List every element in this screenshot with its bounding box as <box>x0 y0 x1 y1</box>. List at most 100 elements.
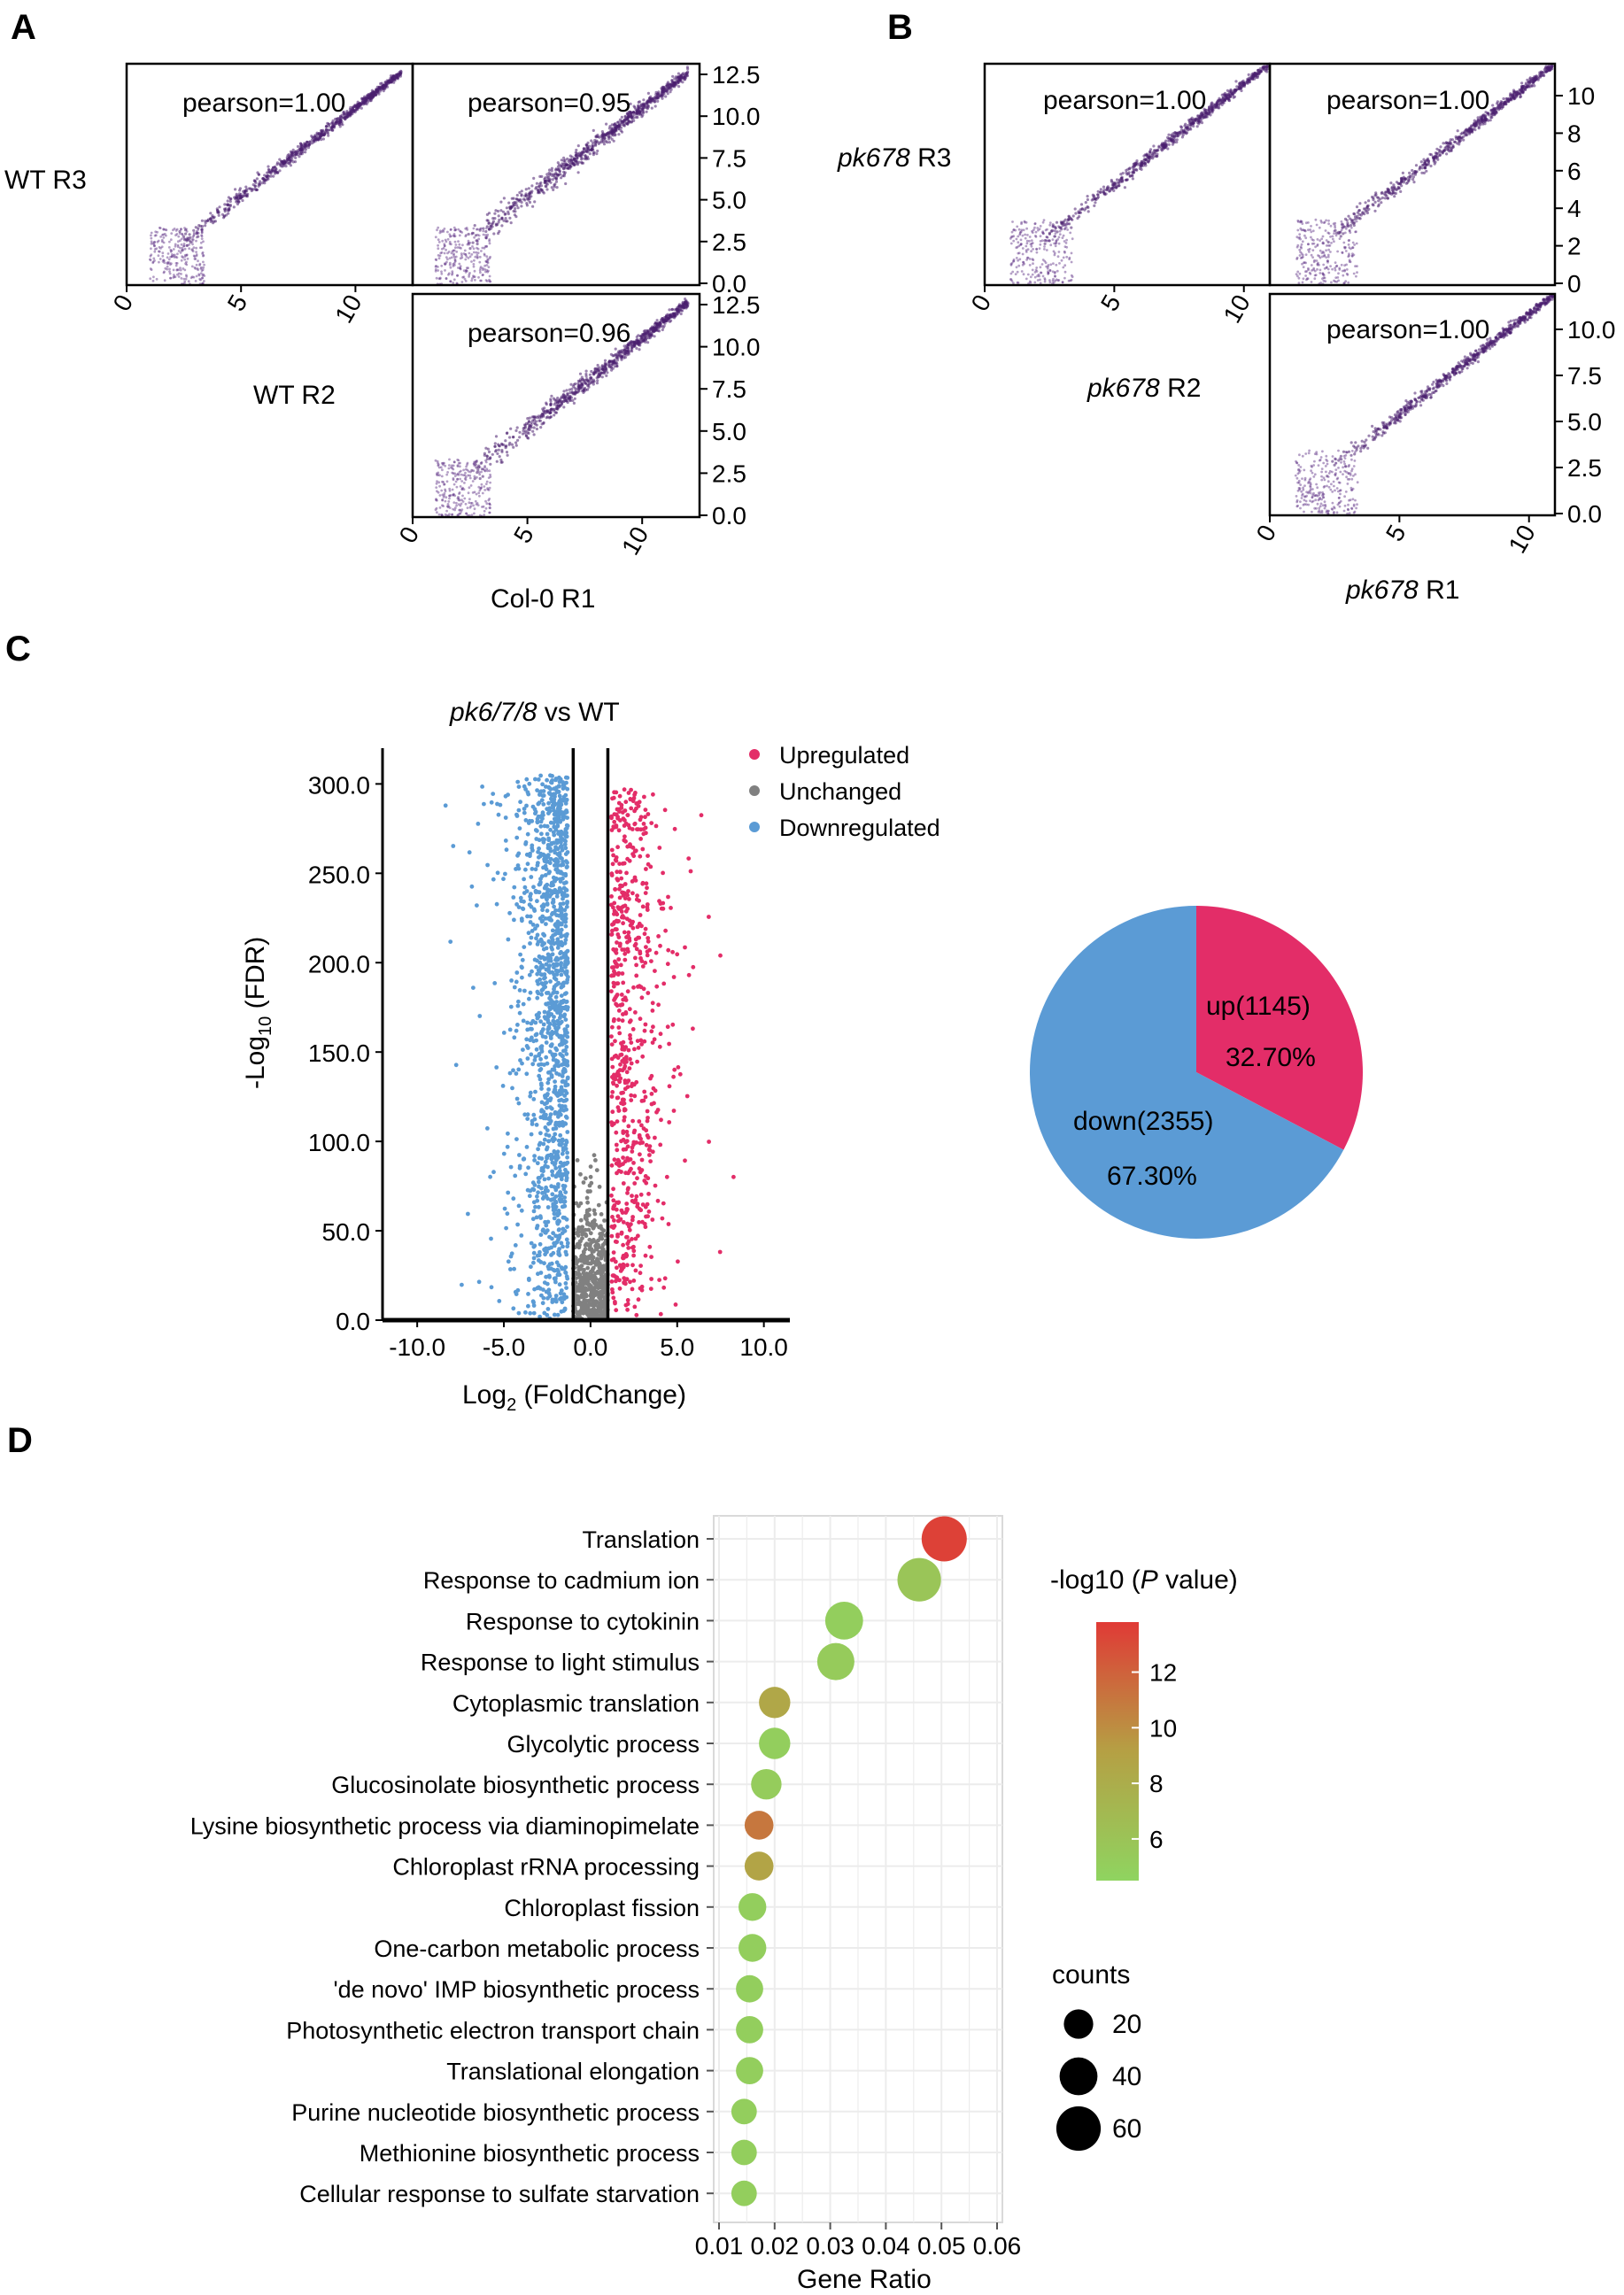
scatter-point <box>258 180 262 183</box>
scatter-point <box>1388 191 1391 195</box>
scatter-point <box>291 160 295 164</box>
scatter-point <box>1071 214 1075 218</box>
scatter-point <box>602 143 607 146</box>
scatter-point <box>353 104 357 108</box>
scatter-point <box>467 257 470 259</box>
scatter-point <box>483 465 486 468</box>
scatter-point <box>482 233 485 236</box>
scatter-point <box>596 149 599 153</box>
scatter-point <box>1040 263 1044 266</box>
scatter-point <box>528 416 531 420</box>
scatter-point <box>491 452 494 456</box>
scatter-point <box>1021 247 1025 250</box>
scatter-point <box>266 176 269 180</box>
scatter-point <box>459 267 462 270</box>
scatter-point <box>489 462 492 466</box>
scatter-point <box>1155 149 1159 152</box>
scatter-point <box>1065 245 1069 249</box>
scatter-point <box>1336 276 1340 279</box>
scatter-point <box>554 180 559 183</box>
scatter-point <box>680 309 684 313</box>
scatter-point <box>488 227 491 230</box>
scatter-point <box>613 129 617 133</box>
scatter-point <box>1048 223 1052 227</box>
scatter-point <box>196 232 199 236</box>
scatter-point <box>169 276 172 280</box>
scatter-point <box>470 260 473 263</box>
scatter-point <box>1070 278 1073 282</box>
scatter-point <box>499 200 503 204</box>
scatter-point <box>150 236 153 240</box>
scatter-point <box>449 228 452 231</box>
scatter-point <box>1420 166 1424 170</box>
scatter-point <box>460 281 464 283</box>
scatter-point <box>1012 239 1016 243</box>
scatter-point <box>1456 129 1459 133</box>
scatter-point <box>563 171 567 174</box>
scatter-point <box>162 233 165 236</box>
scatter-point <box>1331 267 1334 271</box>
scatter-point <box>455 485 459 489</box>
scatter-point <box>1063 228 1066 231</box>
scatter-point <box>1345 225 1349 228</box>
scatter-point <box>1111 184 1115 188</box>
scatter-point <box>457 459 460 462</box>
scatter-point <box>465 227 468 229</box>
scatter-point <box>488 511 491 514</box>
scatter-point <box>345 111 349 114</box>
scatter-point <box>1037 228 1040 232</box>
scatter-point <box>1166 147 1170 151</box>
scatter-point <box>1031 242 1034 244</box>
scatter-point <box>1333 229 1336 233</box>
scatter-point <box>449 280 452 283</box>
scatter-point <box>491 217 495 220</box>
scatter-point <box>195 246 198 250</box>
scatter-point <box>1396 182 1400 185</box>
scatter-point <box>506 220 509 223</box>
scatter-point <box>183 228 188 232</box>
scatter-point <box>484 279 488 282</box>
scatter-point <box>452 265 455 267</box>
scatter-point <box>476 257 479 259</box>
scatter-point <box>175 268 179 271</box>
scatter-point <box>661 317 664 321</box>
scatter-point <box>168 272 172 275</box>
scatter-point <box>485 454 489 458</box>
scatter-point <box>500 217 504 220</box>
scatter-point <box>1251 74 1255 78</box>
scatter-point <box>275 161 280 165</box>
scatter-point <box>465 465 468 468</box>
scatter-point <box>185 239 189 243</box>
scatter-point <box>149 277 152 281</box>
scatter-point <box>1505 97 1509 100</box>
scatter-point <box>573 397 576 400</box>
scatter-point <box>1074 212 1078 215</box>
scatter-point <box>257 184 260 188</box>
scatter-point <box>1009 264 1013 267</box>
scatter-point <box>516 206 520 210</box>
scatter-point <box>479 271 482 274</box>
scatter-point <box>467 232 470 236</box>
scatter-point <box>453 506 457 510</box>
scatter-point <box>477 237 481 241</box>
scatter-point <box>1541 71 1544 74</box>
scatter-point <box>1233 88 1237 91</box>
scatter-point <box>169 276 173 280</box>
scatter-point <box>594 143 598 147</box>
scatter-point <box>476 251 480 254</box>
scatter-point <box>1334 261 1337 264</box>
scatter-point <box>1338 268 1342 271</box>
scatter-point <box>441 504 444 507</box>
scatter-point <box>483 485 486 488</box>
scatter-point <box>560 176 563 180</box>
scatter-point <box>460 480 464 483</box>
scatter-point <box>535 182 539 185</box>
scatter-point <box>501 443 506 446</box>
scatter-point <box>650 332 653 336</box>
scatter-point <box>1334 231 1339 235</box>
scatter-point <box>1489 119 1492 122</box>
scatter-point <box>1462 138 1465 142</box>
scatter-point <box>1034 230 1038 234</box>
scatter-point <box>630 344 634 347</box>
scatter-point <box>1298 233 1302 236</box>
